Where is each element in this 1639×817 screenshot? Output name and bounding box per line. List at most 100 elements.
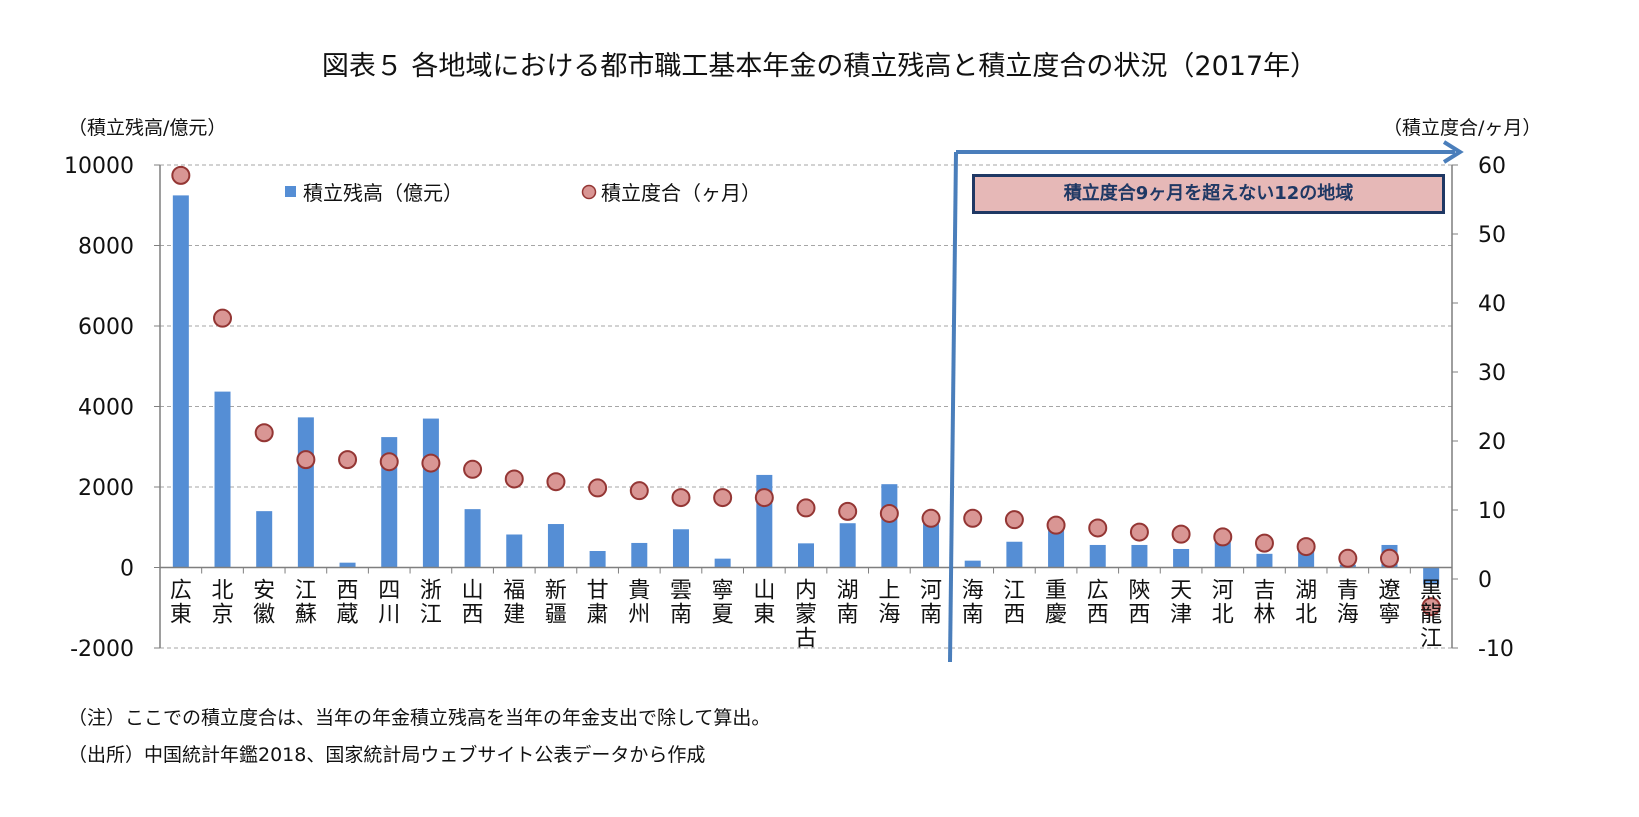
y-left-tick-label: 6000 xyxy=(78,315,134,340)
highlight-arrow xyxy=(948,140,1464,663)
x-tick-label: 河南 xyxy=(920,579,942,628)
x-tick-label: 福建 xyxy=(503,579,525,628)
bar xyxy=(422,418,439,568)
legend-swatch-dot xyxy=(581,184,597,200)
bar xyxy=(464,509,481,568)
bar-series xyxy=(172,195,1440,585)
legend-label: 積立残高（億元） xyxy=(303,181,463,205)
bar xyxy=(1423,567,1440,585)
bar xyxy=(1006,541,1023,568)
dot xyxy=(254,423,274,443)
x-tick-label: 広西 xyxy=(1087,579,1109,628)
x-tick-label: 貴州 xyxy=(628,579,650,628)
bar xyxy=(506,534,523,568)
bar xyxy=(881,484,898,568)
x-tick-label: 甘粛 xyxy=(587,579,609,628)
x-tick-label: 海南 xyxy=(962,579,984,628)
x-tick-label: 内蒙古 xyxy=(795,579,817,652)
x-tick-label: 湖北 xyxy=(1295,579,1317,628)
x-tick-label: 雲南 xyxy=(670,579,692,628)
dot xyxy=(671,488,691,508)
bar xyxy=(714,558,731,568)
dot xyxy=(1296,537,1316,557)
dot xyxy=(1254,533,1274,553)
dot xyxy=(754,488,774,508)
x-tick-label: 青海 xyxy=(1337,579,1359,628)
x-tick-label: 山東 xyxy=(753,579,775,628)
dot xyxy=(421,453,441,473)
dot xyxy=(504,469,524,489)
bar xyxy=(1256,553,1273,568)
legend-swatch-bar xyxy=(285,186,296,197)
dot xyxy=(879,503,899,523)
x-tick-label: 江西 xyxy=(1003,579,1025,628)
y-left-tick-label: 2000 xyxy=(78,476,134,501)
bar xyxy=(256,511,273,568)
dot xyxy=(1171,524,1191,544)
bar xyxy=(172,195,189,568)
y-left-tick-label: 4000 xyxy=(78,396,134,421)
bar xyxy=(1131,544,1148,568)
x-tick-label: 新疆 xyxy=(545,579,567,628)
dot xyxy=(963,508,983,528)
axes xyxy=(154,164,1458,649)
y-left-tick-label: 8000 xyxy=(78,235,134,260)
dot xyxy=(713,488,733,508)
y-right-tick-label: 60 xyxy=(1478,154,1506,179)
highlight-vertical-line xyxy=(948,151,958,663)
x-tick-label: 上海 xyxy=(878,579,900,628)
dot xyxy=(1338,548,1358,568)
bar xyxy=(1173,548,1190,568)
footnote: （注）ここでの積立度合は、当年の年金積立残高を当年の年金支出で除して算出。 xyxy=(68,707,771,729)
x-tick-label: 寧夏 xyxy=(712,579,734,628)
y-left-tick-label: -2000 xyxy=(70,637,134,662)
source-note: （出所）中国統計年鑑2018、国家統計局ウェブサイト公表データから作成 xyxy=(68,744,706,766)
highlight-label-box: 積立度合9ヶ月を超えない12の地域 xyxy=(972,174,1445,214)
x-tick-label: 江蘇 xyxy=(295,579,317,628)
dot xyxy=(338,450,358,470)
dot xyxy=(1088,518,1108,538)
y-right-tick-label: 20 xyxy=(1478,430,1506,455)
y-right-tick-label: 30 xyxy=(1478,361,1506,386)
x-tick-label: 湖南 xyxy=(837,579,859,628)
y-right-unit-label: （積立度合/ヶ月） xyxy=(1383,117,1542,139)
x-tick-label: 広東 xyxy=(170,579,192,628)
bar xyxy=(297,417,314,568)
dot xyxy=(1046,515,1066,535)
dot xyxy=(463,459,483,479)
dot xyxy=(171,165,191,185)
x-tick-label: 吉林 xyxy=(1253,579,1275,628)
x-tick-label: 四川 xyxy=(378,579,400,628)
dot xyxy=(1213,527,1233,547)
y-right-tick-label: 0 xyxy=(1478,568,1492,593)
dot xyxy=(921,508,941,528)
dot xyxy=(1004,510,1024,530)
dot xyxy=(838,501,858,521)
chart-title: 図表５ 各地域における都市職工基本年金の積立残高と積立度合の状況（2017年） xyxy=(321,51,1318,82)
x-tick-label: 浙江 xyxy=(420,579,442,628)
x-tick-label: 西蔵 xyxy=(337,579,359,628)
bar xyxy=(798,543,814,568)
bar xyxy=(589,550,606,568)
x-tick-label: 陝西 xyxy=(1128,579,1150,628)
y-left-unit-label: （積立残高/億元） xyxy=(68,117,227,139)
x-tick-label: 北京 xyxy=(212,579,234,628)
bar xyxy=(923,520,940,568)
dot xyxy=(1421,597,1441,617)
y-right-tick-label: -10 xyxy=(1478,637,1514,662)
bar xyxy=(631,542,648,568)
dot xyxy=(213,308,233,328)
x-tick-label: 遼寧 xyxy=(1378,579,1400,628)
dot xyxy=(1129,522,1149,542)
x-tick-label: 天津 xyxy=(1170,579,1192,628)
bar xyxy=(672,529,689,568)
bar xyxy=(214,391,231,568)
bar xyxy=(1214,542,1231,568)
arrowhead xyxy=(1442,140,1464,164)
dot xyxy=(629,481,649,501)
dot xyxy=(588,478,608,498)
x-tick-label: 黒龍江 xyxy=(1420,579,1442,652)
dot xyxy=(546,472,566,492)
y-left-tick-label: 0 xyxy=(120,557,134,582)
